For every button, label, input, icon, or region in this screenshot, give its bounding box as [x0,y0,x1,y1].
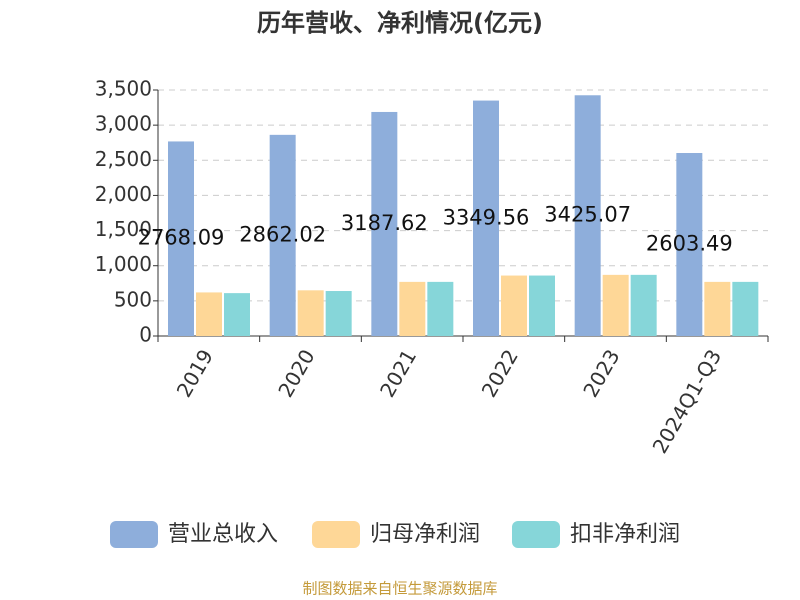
x-tick-label: 2021 [375,345,421,401]
bar [224,293,250,336]
bar [269,134,296,336]
bar [732,281,759,336]
value-label: 2862.02 [239,222,326,246]
y-tick-label: 2,500 [95,147,152,171]
y-tick-label: 1,500 [95,217,152,241]
bar [630,274,657,336]
bar [325,291,352,336]
legend-label: 归母净利润 [370,522,480,547]
legend-label: 营业总收入 [168,522,278,547]
y-tick-label: 2,000 [95,182,152,206]
y-tick-label: 1,000 [95,252,152,276]
bar [473,100,499,336]
bar [297,290,324,336]
bar [602,274,629,336]
value-label: 2603.49 [646,232,733,256]
value-label: 2768.09 [138,226,225,250]
x-tick-label: 2019 [172,345,218,401]
value-label: 3425.07 [544,203,631,227]
y-tick-label: 500 [114,287,152,311]
bar [399,281,426,336]
bar [676,153,703,336]
x-tick-label: 2024Q1-Q3 [648,345,727,457]
value-label: 3349.56 [443,205,530,229]
y-tick-label: 3,500 [95,77,152,101]
legend-swatch [110,521,158,548]
bar [196,292,222,336]
legend-swatch [312,521,360,548]
chart-title: 历年营收、净利情况(亿元) [257,9,543,37]
bar [574,95,601,336]
bar [501,275,527,336]
x-tick-label: 2020 [273,345,319,401]
value-label: 3187.62 [341,211,428,235]
source-note: 制图数据来自恒生聚源数据库 [302,580,497,598]
legend-label: 扣非净利润 [570,522,680,547]
legend-swatch [512,521,560,548]
bar [704,281,731,336]
bar [529,275,555,336]
y-tick-label: 0 [139,323,152,347]
x-tick-label: 2022 [477,345,523,401]
bar [168,141,194,336]
x-tick-label: 2023 [578,345,624,401]
bar [427,281,454,336]
y-tick-label: 3,000 [95,112,152,136]
bar [371,111,398,337]
